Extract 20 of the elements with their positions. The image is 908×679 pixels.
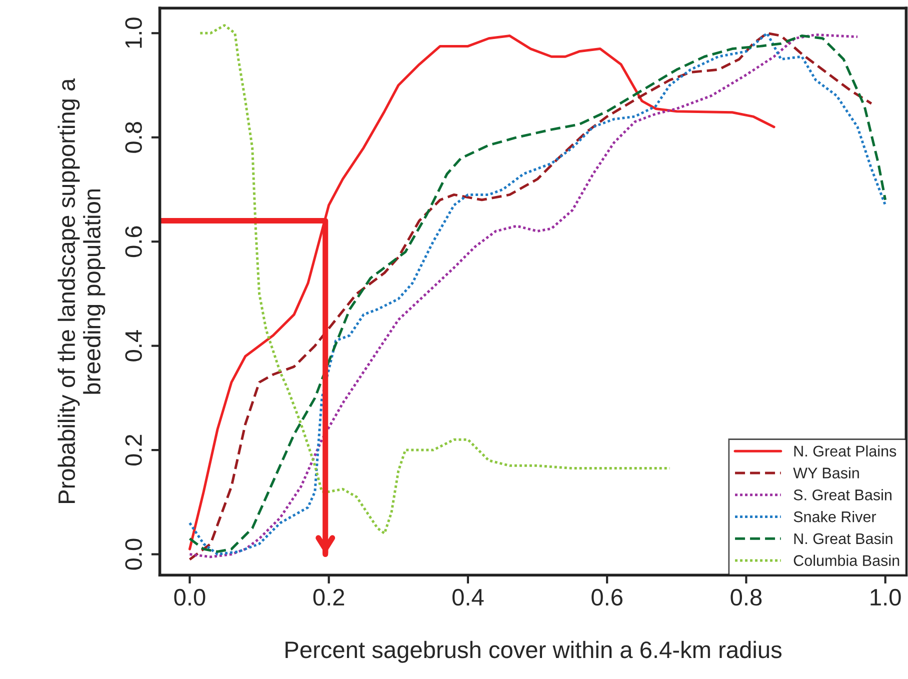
- legend-label: N. Great Plains: [794, 445, 896, 457]
- legend-label: WY Basin: [793, 467, 859, 478]
- legend-label: N. Great Basin: [794, 532, 892, 544]
- y-tick-label: 0.4: [125, 330, 142, 362]
- y-axis-title: Probability of the landscape supporting a breeding population: [58, 78, 106, 503]
- x-tick-label: 0.4: [452, 588, 484, 606]
- y-tick-label: 1.0: [125, 18, 142, 48]
- y-tick-label: 0.8: [125, 122, 142, 153]
- x-tick-label: 0.0: [174, 588, 206, 606]
- x-tick-label: 1.0: [870, 588, 901, 606]
- legend-label: Snake River: [794, 511, 876, 522]
- x-tick-label: 0.8: [730, 588, 762, 606]
- legend-label: Columbia Basin: [794, 554, 900, 566]
- x-axis-title: Percent sagebrush cover within a 6.4-km radius: [286, 640, 782, 663]
- y-tick-label: 0.6: [125, 226, 142, 258]
- x-tick-label: 0.6: [592, 588, 622, 606]
- x-tick-label: 0.2: [313, 588, 344, 606]
- y-tick-label: 0.0: [125, 538, 142, 570]
- legend-label: S. Great Basin: [794, 489, 892, 500]
- y-tick-label: 0.2: [125, 434, 142, 466]
